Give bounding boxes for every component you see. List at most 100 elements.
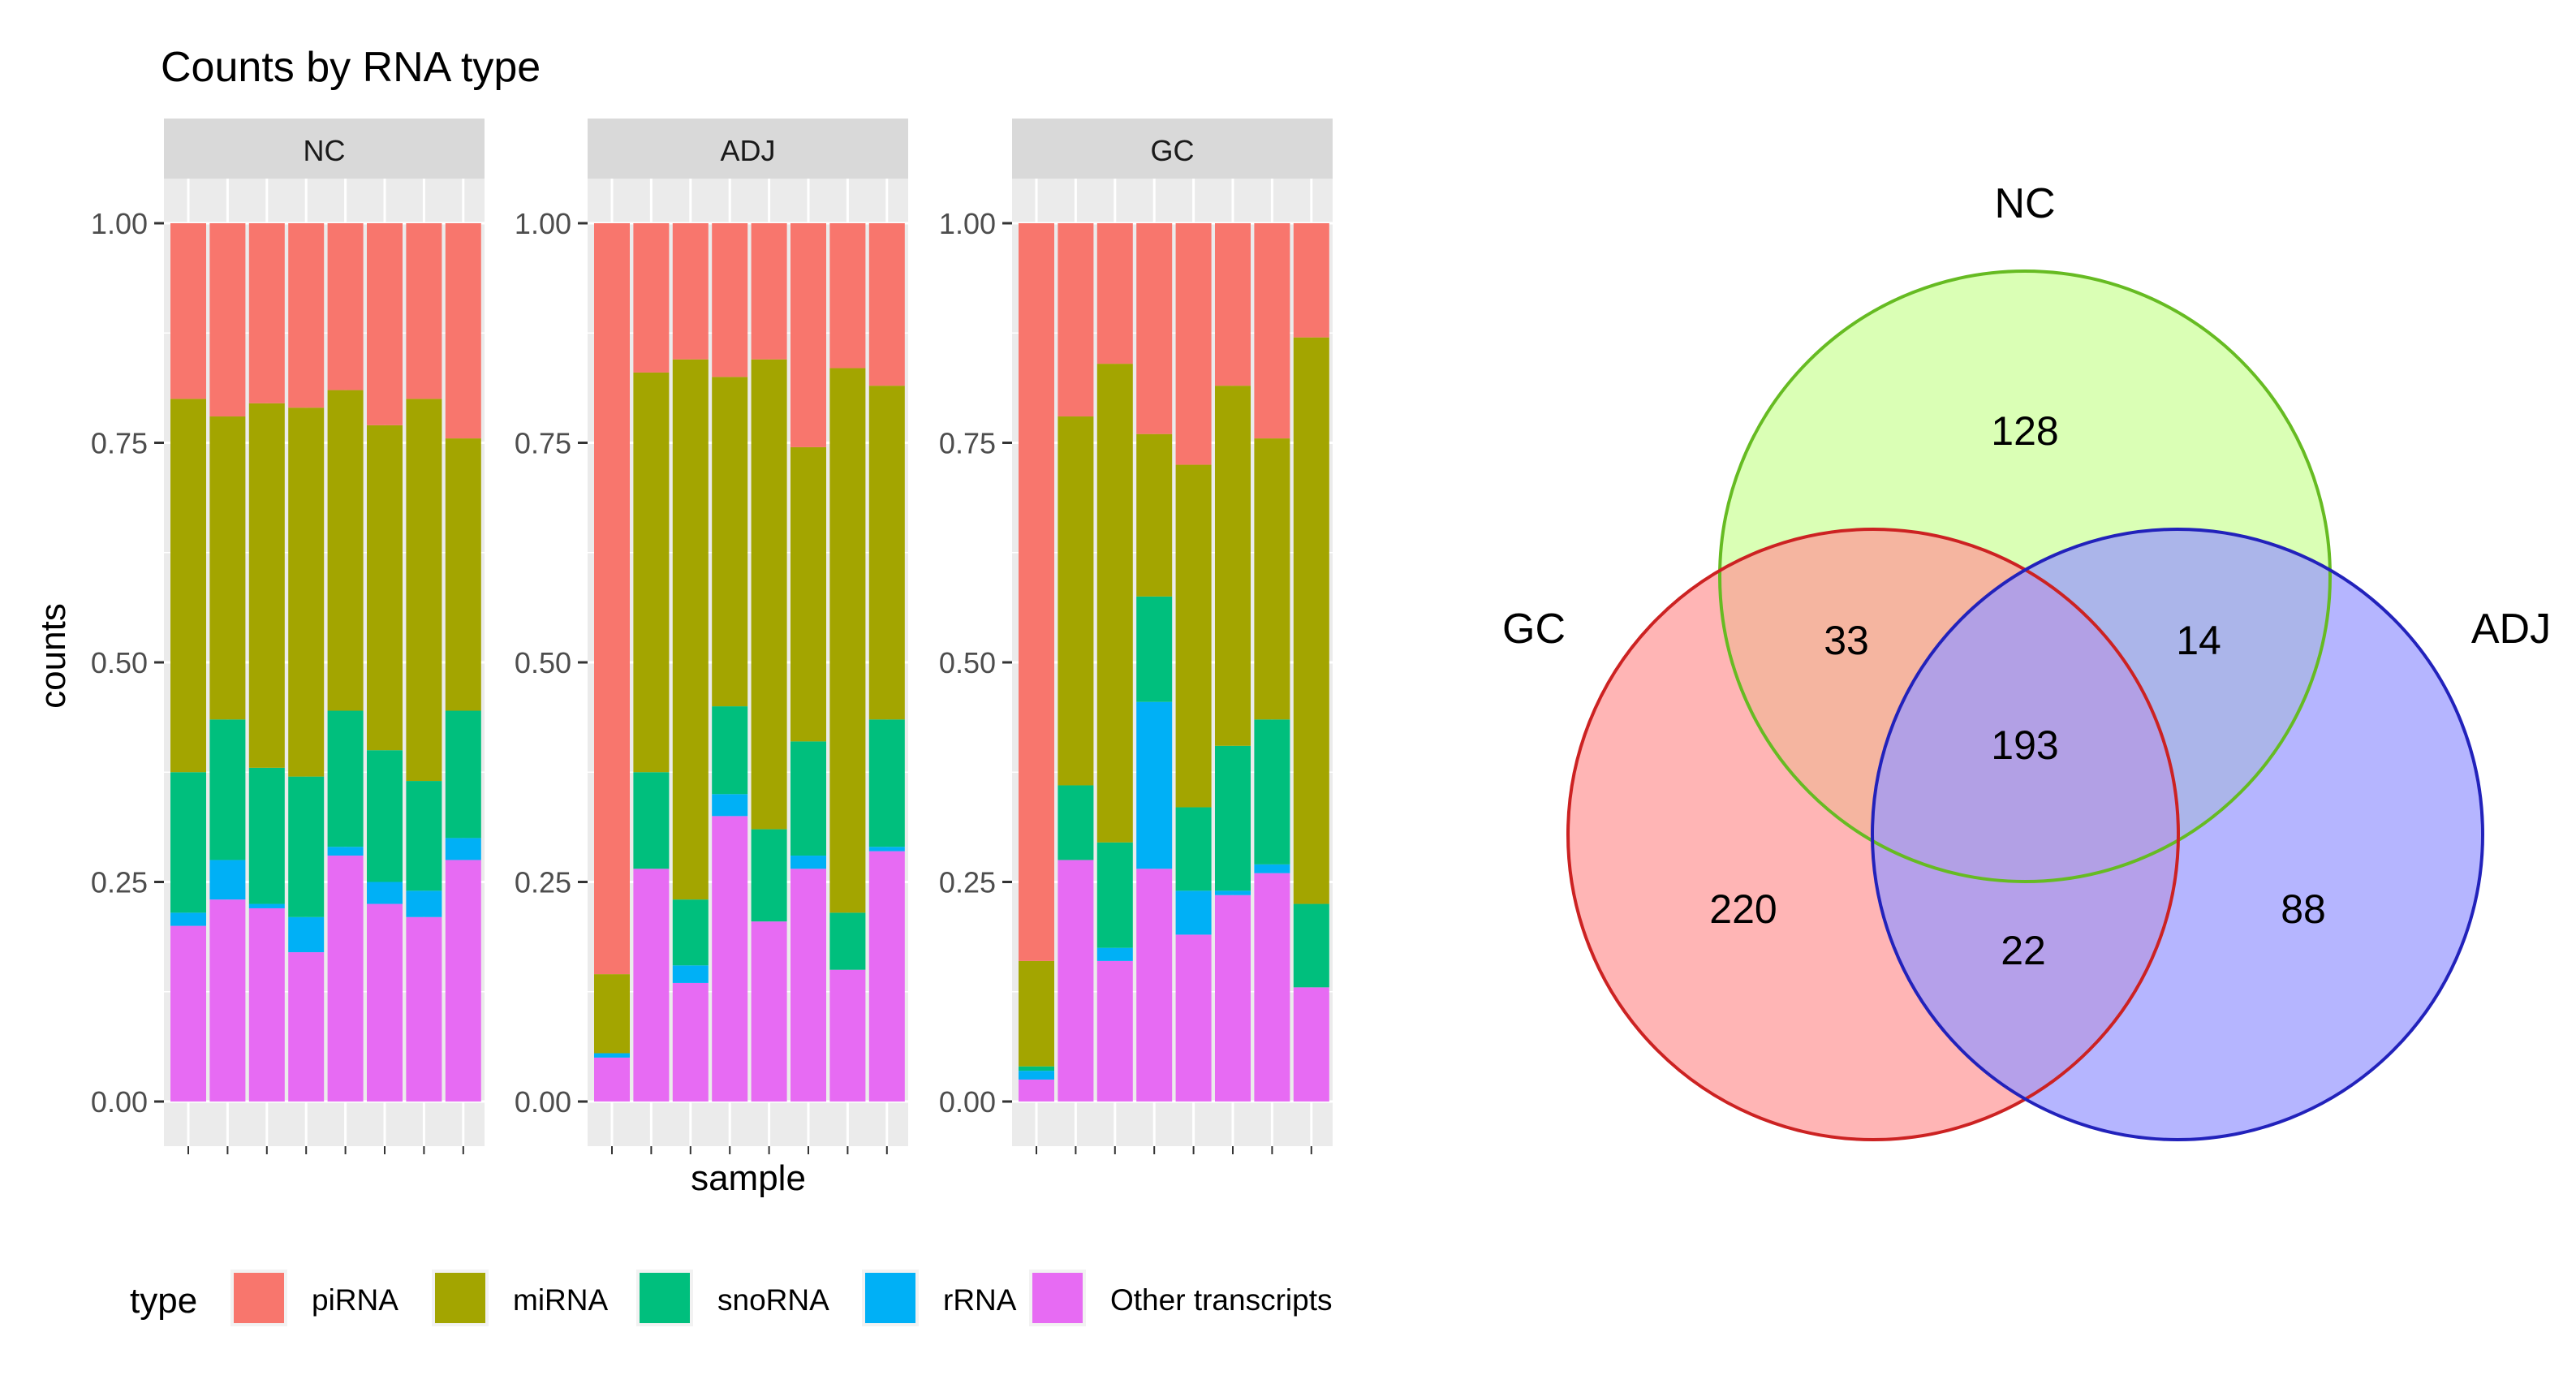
bar-segment-pirna	[209, 223, 246, 417]
bar-segment-mirna	[1254, 438, 1290, 720]
bar-segment-pirna	[170, 223, 206, 399]
bar-segment-pirna	[248, 223, 285, 403]
legend: type piRNA miRNA snoRNA rRNA Other transcrip…	[130, 1270, 1332, 1326]
bar-segment-other-transcripts	[633, 869, 670, 1102]
bar-segment-other-transcripts	[248, 908, 285, 1102]
legend-item-mirna: miRNA	[432, 1270, 608, 1326]
bar-segment-snorna	[445, 710, 481, 839]
bar-segment-mirna	[327, 390, 364, 711]
bar-sample-3	[1096, 223, 1133, 1102]
bar-segment-rrna	[445, 838, 481, 860]
bar-segment-pirna	[594, 223, 630, 975]
bar-sample-3	[672, 223, 709, 1102]
bar-sample-6	[367, 223, 403, 1102]
bar-segment-snorna	[248, 767, 285, 904]
bar-sample-2	[633, 223, 670, 1102]
x-axis-label: sample	[691, 1158, 806, 1198]
bar-segment-snorna	[209, 719, 246, 860]
bar-segment-mirna	[1175, 464, 1212, 808]
facet-panel-adj: ADJ 0.00 0.25 0.50 0.75 1.00	[515, 119, 908, 1154]
facet-strip	[1012, 119, 1333, 179]
bar-sample-3	[248, 223, 285, 1102]
y-tick-label: 0.75	[91, 427, 148, 460]
bar-segment-snorna	[868, 719, 905, 847]
bar-segment-pirna	[327, 223, 364, 390]
bar-segment-mirna	[170, 399, 206, 773]
bar-sample-1	[1019, 223, 1054, 1102]
legend-label: Other transcripts	[1110, 1283, 1332, 1317]
facet-panel-gc: GC 0.00 0.25 0.50 0.75 1.00	[939, 119, 1333, 1154]
venn-region-count: 33	[1824, 618, 1869, 663]
bar-segment-rrna	[712, 794, 748, 817]
bar-segment-mirna	[1096, 364, 1133, 843]
bar-segment-mirna	[288, 407, 325, 777]
y-tick-label: 0.75	[515, 427, 571, 460]
bar-segment-snorna	[1293, 903, 1329, 988]
bar-segment-snorna	[170, 772, 206, 913]
bar-segment-other-transcripts	[288, 952, 325, 1102]
bar-segment-pirna	[1136, 223, 1173, 434]
bar-segment-pirna	[633, 223, 670, 373]
bar-segment-snorna	[288, 776, 325, 917]
legend-swatch	[435, 1273, 485, 1323]
bar-segment-pirna	[829, 223, 866, 369]
bar-segment-other-transcripts	[170, 925, 206, 1102]
legend-entries: piRNA miRNA snoRNA rRNA Other transcripts	[230, 1270, 1332, 1326]
bar-sample-5	[1175, 223, 1212, 1102]
bar-segment-other-transcripts	[1019, 1079, 1054, 1102]
legend-swatch	[640, 1273, 690, 1323]
y-axis-label: counts	[33, 603, 73, 709]
bar-sample-5	[751, 223, 787, 1102]
bar-segment-rrna	[790, 856, 826, 869]
bar-segment-other-transcripts	[1215, 895, 1251, 1102]
venn-diagram: NC GC ADJ 128 33 14 193 220 22 88	[1502, 180, 2551, 1141]
y-tick-label: 0.00	[515, 1085, 571, 1119]
bar-segment-rrna	[868, 847, 905, 852]
bar-segment-other-transcripts	[751, 921, 787, 1102]
bar-segment-pirna	[712, 223, 748, 377]
y-tick-label: 0.00	[939, 1085, 996, 1119]
bar-segment-mirna	[633, 372, 670, 773]
bar-segment-snorna	[829, 912, 866, 970]
bar-segment-snorna	[1215, 745, 1251, 891]
bar-segment-snorna	[790, 741, 826, 856]
bar-segment-other-transcripts	[406, 916, 442, 1102]
facet-strip	[164, 119, 485, 179]
legend-item-other-transcripts: Other transcripts	[1029, 1270, 1332, 1326]
bar-segment-other-transcripts	[1136, 869, 1173, 1102]
bar-segment-mirna	[367, 425, 403, 751]
venn-set-label-adj: ADJ	[2471, 606, 2551, 653]
bar-segment-snorna	[712, 706, 748, 795]
bar-segment-pirna	[751, 223, 787, 360]
legend-label: snoRNA	[717, 1283, 829, 1317]
bar-segment-mirna	[594, 974, 630, 1054]
bar-segment-mirna	[868, 386, 905, 720]
venn-outline-adj	[1871, 528, 2484, 1141]
bar-segment-snorna	[672, 899, 709, 966]
venn-set-label-nc: NC	[1994, 180, 2055, 227]
bar-segment-other-transcripts	[594, 1057, 630, 1102]
bar-segment-other-transcripts	[367, 903, 403, 1102]
bar-sample-7	[829, 223, 866, 1102]
bar-segment-other-transcripts	[1175, 934, 1212, 1102]
venn-region-count: 220	[1709, 886, 1777, 932]
stacked-bar-chart: Counts by RNA type counts sample NC 0.00 0…	[33, 44, 1333, 1326]
y-tick-label: 0.75	[939, 427, 996, 460]
chart-title: Counts by RNA type	[161, 44, 541, 91]
venn-region-count: 128	[1991, 408, 2058, 454]
bar-sample-7	[1254, 223, 1290, 1102]
bar-segment-other-transcripts	[1096, 960, 1133, 1102]
legend-item-snorna: snoRNA	[636, 1270, 829, 1326]
bar-segment-snorna	[1254, 719, 1290, 864]
facet-strip	[588, 119, 908, 179]
venn-region-count: 193	[1991, 722, 2058, 768]
y-tick-label: 0.25	[939, 866, 996, 899]
bar-segment-pirna	[1215, 223, 1251, 386]
bar-segment-pirna	[1096, 223, 1133, 364]
bar-segment-rrna	[1215, 890, 1251, 895]
bar-segment-other-transcripts	[1058, 860, 1094, 1102]
bar-segment-mirna	[445, 438, 481, 711]
bar-segment-other-transcripts	[868, 851, 905, 1102]
bar-sample-4	[1136, 223, 1173, 1102]
